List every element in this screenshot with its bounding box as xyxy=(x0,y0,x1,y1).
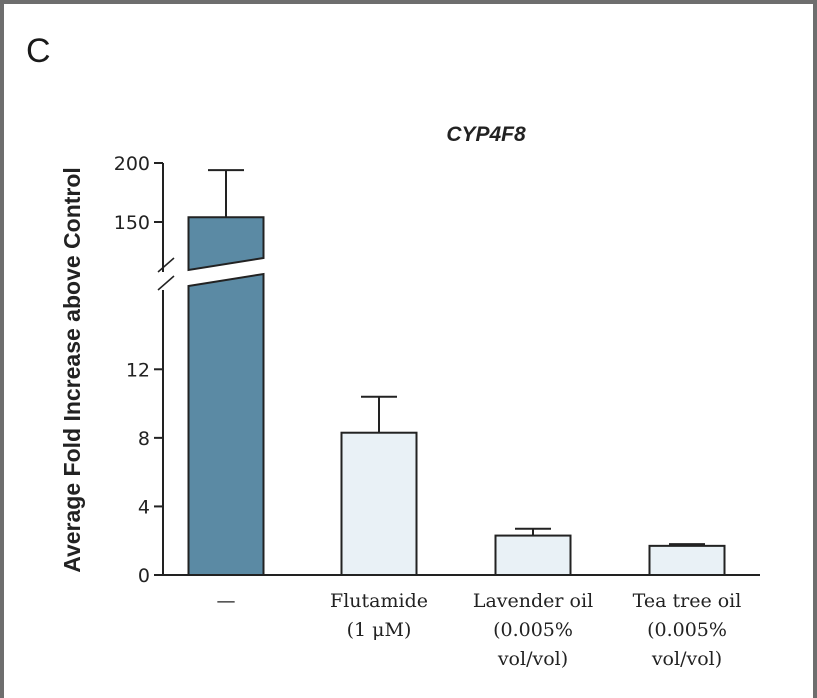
category-label-2: (0.005% xyxy=(493,619,573,641)
category-label-3: (0.005% xyxy=(647,619,727,641)
axis-break-mark xyxy=(157,257,175,273)
category-label-2: vol/vol) xyxy=(497,648,568,670)
y-lower-tick-label: 4 xyxy=(138,496,150,518)
category-label-0: — xyxy=(217,590,236,612)
y-lower-tick-label: 0 xyxy=(138,565,150,587)
category-labels: — Flutamide (1 μM) Lavender oil (0.005% vol/v… xyxy=(217,590,742,670)
bars xyxy=(187,169,726,577)
category-label-1: Flutamide xyxy=(330,590,428,612)
category-label-3: vol/vol) xyxy=(651,648,722,670)
y-axis-label: Average Fold Increase above Control xyxy=(59,167,85,573)
category-label-2: Lavender oil xyxy=(473,590,593,612)
y-axis: 0 4 8 12 150 200 xyxy=(114,153,760,587)
y-upper-tick-label: 150 xyxy=(114,212,150,234)
y-upper-tick-label: 200 xyxy=(114,153,150,175)
y-lower-tick-label: 12 xyxy=(126,359,150,381)
y-lower-tick-label: 8 xyxy=(138,428,150,450)
bar-1 xyxy=(340,431,418,577)
bar-0-upper xyxy=(187,216,265,272)
bar-2 xyxy=(494,534,572,576)
category-label-1: (1 μM) xyxy=(347,619,412,641)
bar-0-lower xyxy=(187,272,265,576)
chart-title: CYP4F8 xyxy=(446,123,526,146)
category-label-3: Tea tree oil xyxy=(633,590,742,612)
panel-label: C xyxy=(26,32,51,70)
axis-break-mark xyxy=(157,275,175,291)
bar-3 xyxy=(648,544,726,576)
